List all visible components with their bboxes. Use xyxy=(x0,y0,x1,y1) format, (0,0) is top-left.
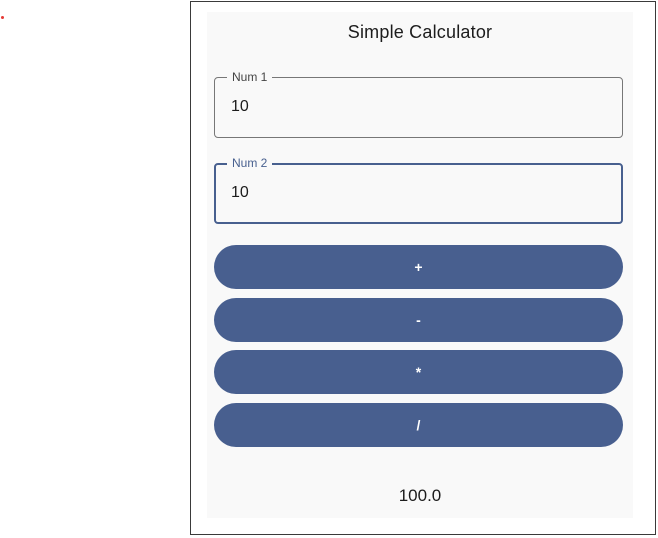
calculator-screen: Simple Calculator Num 1 Num 2 + - * / 10… xyxy=(207,12,633,518)
add-button[interactable]: + xyxy=(214,245,623,289)
num2-input[interactable] xyxy=(231,184,591,202)
num1-input[interactable] xyxy=(231,98,591,116)
divide-button[interactable]: / xyxy=(214,403,623,447)
multiply-button[interactable]: * xyxy=(214,350,623,394)
num1-label: Num 1 xyxy=(227,69,273,85)
num2-field[interactable]: Num 2 xyxy=(214,155,623,224)
red-marker-dot xyxy=(1,16,4,19)
num2-label: Num 2 xyxy=(227,155,273,171)
device-frame: Simple Calculator Num 1 Num 2 + - * / 10… xyxy=(190,1,656,535)
page-title: Simple Calculator xyxy=(347,22,493,42)
subtract-button[interactable]: - xyxy=(214,298,623,342)
result-value: 100.0 xyxy=(398,486,442,505)
num1-field[interactable]: Num 1 xyxy=(214,69,623,138)
